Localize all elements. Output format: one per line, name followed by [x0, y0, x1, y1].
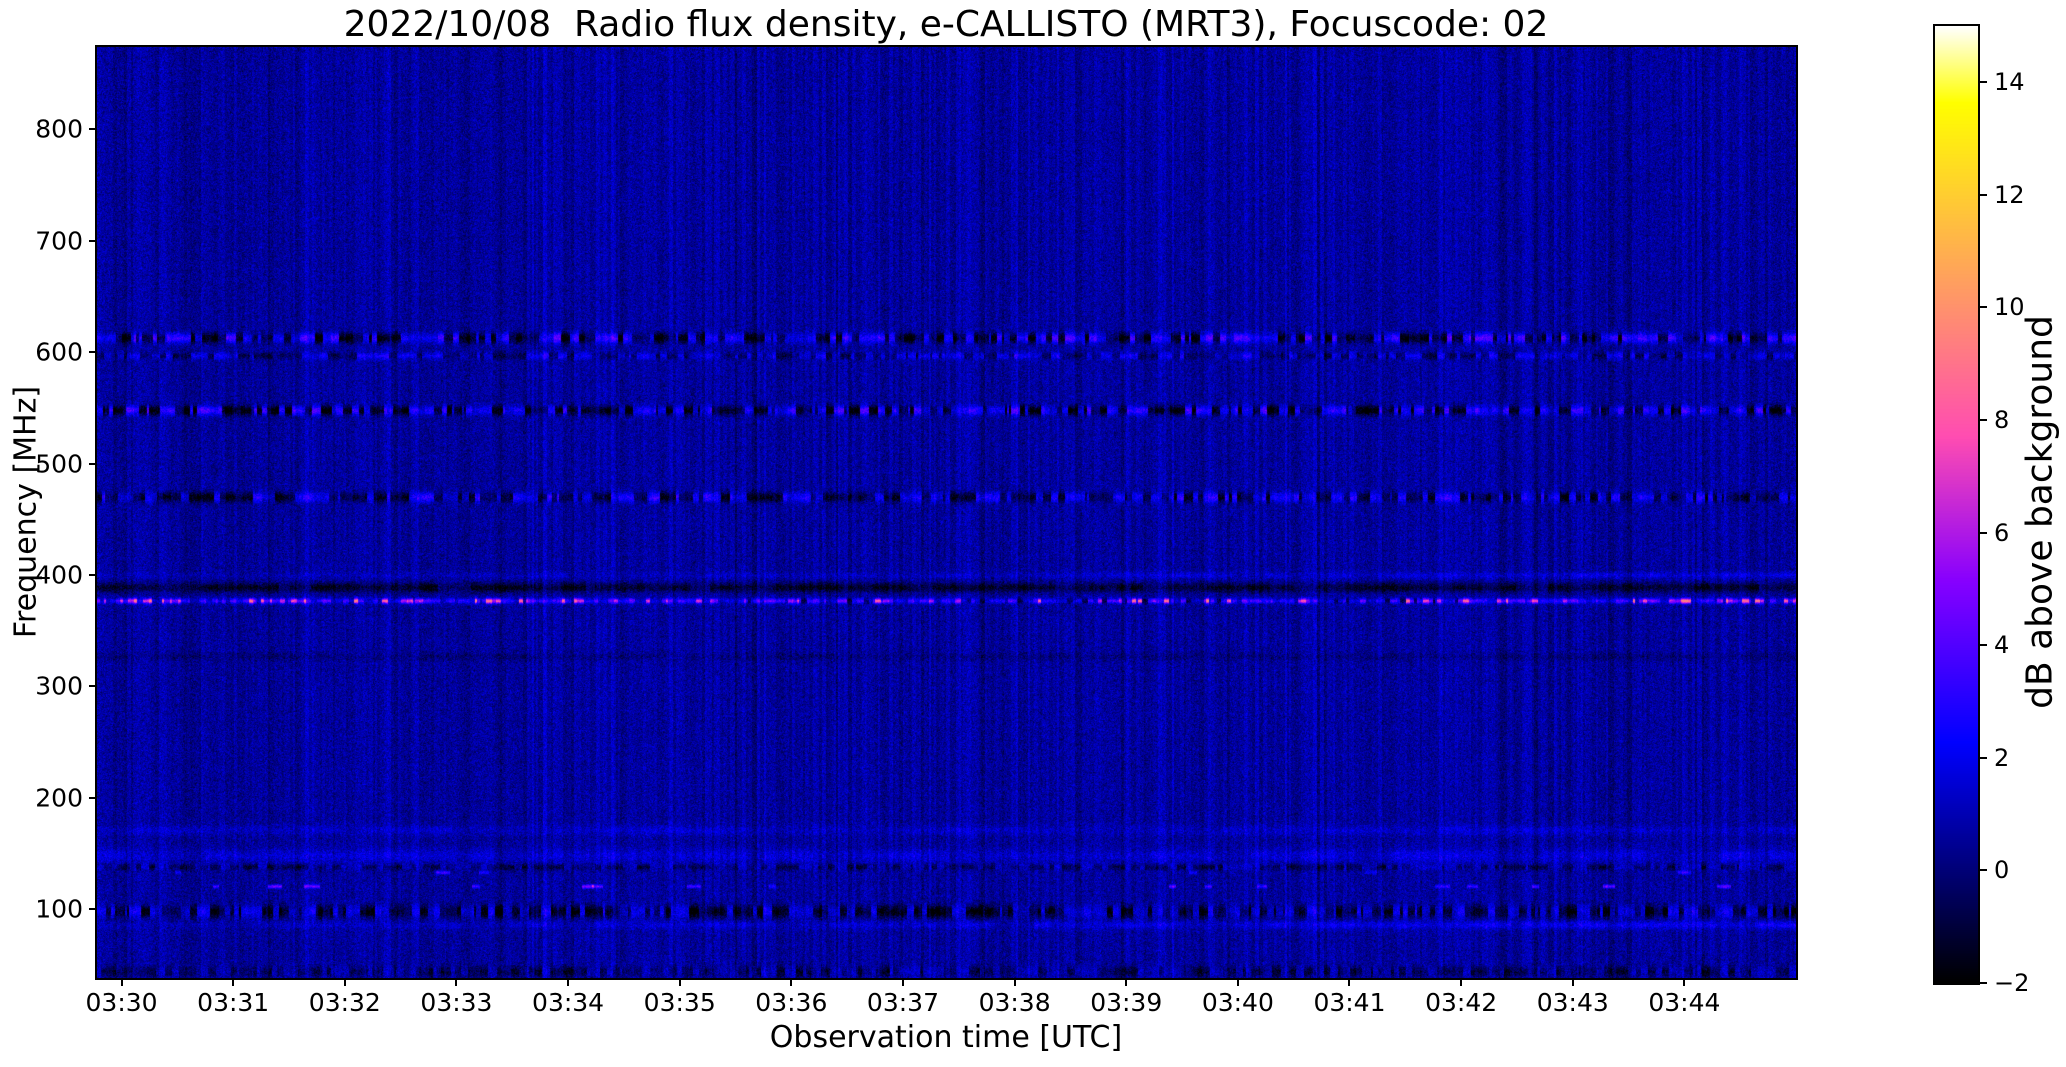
x-tick-label: 03:44 [1648, 988, 1721, 1017]
colorbar-tick-label: −2 [1994, 969, 2030, 997]
y-tick-label: 100 [35, 894, 83, 924]
spectrogram-canvas [97, 47, 1796, 978]
x-tick-label: 03:33 [420, 988, 493, 1017]
y-tick-label: 800 [35, 114, 83, 144]
y-tick-mark [89, 685, 97, 688]
plot-area [95, 45, 1798, 980]
x-tick-mark [1013, 978, 1016, 986]
x-tick-mark [567, 978, 570, 986]
x-tick-label: 03:43 [1536, 988, 1609, 1017]
colorbar-canvas [1935, 26, 1978, 983]
x-tick-mark [790, 978, 793, 986]
colorbar-tick-mark [1980, 869, 1987, 872]
x-tick-label: 03:38 [978, 988, 1051, 1017]
x-tick-label: 03:39 [1090, 988, 1163, 1017]
x-tick-mark [1460, 978, 1463, 986]
colorbar-tick-label: 12 [1994, 180, 2025, 209]
y-tick-mark [89, 128, 97, 131]
x-tick-label: 03:41 [1313, 988, 1386, 1017]
x-tick-label: 03:30 [85, 988, 158, 1017]
y-tick-mark [89, 239, 97, 242]
colorbar-tick-label: 0 [1994, 856, 2010, 885]
x-tick-label: 03:32 [308, 988, 381, 1017]
x-tick-mark [1571, 978, 1574, 986]
colorbar-tick-label: 8 [1994, 406, 2010, 435]
colorbar-tick-label: 14 [1994, 68, 2025, 97]
x-tick-label: 03:31 [197, 988, 270, 1017]
colorbar-tick-mark [1980, 644, 1987, 647]
x-tick-mark [1125, 978, 1128, 986]
x-axis-label: Observation time [UTC] [769, 1020, 1123, 1055]
colorbar-tick-label: 2 [1994, 743, 2010, 772]
colorbar-tick-mark [1980, 531, 1987, 534]
x-tick-label: 03:42 [1425, 988, 1498, 1017]
y-tick-label: 300 [35, 671, 83, 701]
y-tick-label: 700 [35, 226, 83, 256]
colorbar-tick-mark [1980, 982, 1987, 984]
chart-title: 2022/10/08 Radio flux density, e-CALLIST… [343, 4, 1549, 45]
colorbar-tick-mark [1980, 193, 1987, 196]
x-tick-mark [232, 978, 235, 986]
colorbar-label: dB above background [2019, 315, 2061, 709]
colorbar-tick-mark [1980, 756, 1987, 759]
x-tick-label: 03:40 [1201, 988, 1274, 1017]
x-tick-mark [120, 978, 123, 986]
x-tick-mark [1236, 978, 1239, 986]
y-tick-mark [89, 907, 97, 910]
colorbar [1933, 24, 1980, 985]
y-tick-label: 500 [35, 449, 83, 478]
y-tick-label: 400 [35, 560, 83, 590]
y-tick-mark [89, 462, 97, 465]
colorbar-tick-mark [1980, 419, 1987, 422]
x-tick-label: 03:34 [532, 988, 605, 1017]
y-axis-label: Frequency [MHz] [8, 385, 44, 639]
colorbar-tick-mark [1980, 306, 1987, 309]
x-tick-label: 03:35 [643, 988, 716, 1017]
y-tick-mark [89, 351, 97, 354]
x-tick-mark [1348, 978, 1351, 986]
y-tick-mark [89, 796, 97, 799]
colorbar-tick-label: 10 [1994, 293, 2025, 322]
colorbar-tick-label: 4 [1994, 631, 2010, 660]
x-tick-label: 03:36 [755, 988, 828, 1017]
colorbar-tick-mark [1980, 81, 1987, 84]
x-tick-mark [343, 978, 346, 986]
y-tick-label: 200 [35, 783, 83, 813]
y-tick-mark [89, 573, 97, 576]
x-tick-mark [901, 978, 904, 986]
x-tick-mark [678, 978, 681, 986]
x-tick-mark [1683, 978, 1686, 986]
y-tick-label: 600 [35, 337, 83, 367]
x-tick-mark [455, 978, 458, 986]
colorbar-tick-label: 6 [1994, 518, 2010, 547]
x-tick-label: 03:37 [866, 988, 939, 1017]
